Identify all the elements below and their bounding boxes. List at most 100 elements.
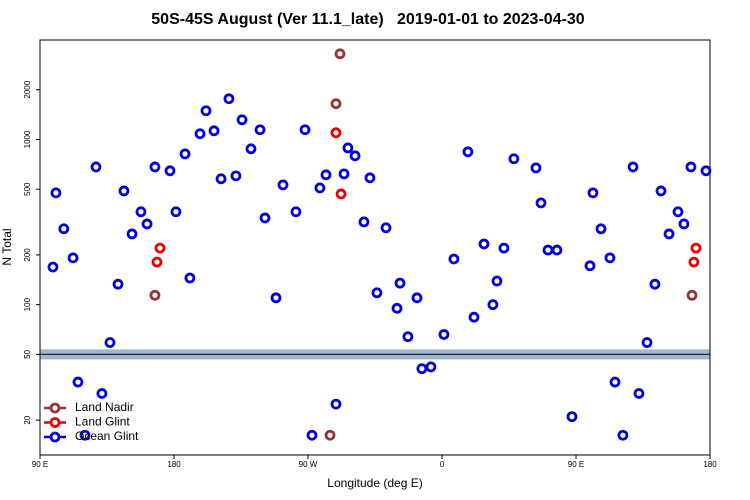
point [184,272,196,284]
y-tick-label: 1000 [23,130,32,148]
point [335,188,347,200]
plot-frame [39,39,711,456]
legend-label: Land Nadir [75,400,134,414]
x-tick-label: 90 E [32,460,48,469]
point [690,242,702,254]
point [277,179,289,191]
point [259,212,271,224]
x-tick-label: 180 [167,460,181,469]
point [688,256,700,268]
point [50,187,62,199]
point [686,289,698,301]
point [498,242,510,254]
point [104,337,116,348]
legend-label: Land Glint [75,415,130,429]
point [47,261,59,273]
point [487,299,499,311]
point [320,169,332,181]
point [672,206,684,218]
point [170,206,182,218]
point [604,252,616,264]
y-tick-label: 20 [23,415,32,424]
y-tick-label: 2000 [23,80,32,98]
point [179,148,191,160]
point [438,329,450,340]
point [330,127,342,139]
x-tick-label: 90 E [568,460,584,469]
point [149,161,161,173]
point [230,170,242,182]
point [349,150,361,162]
point [299,124,311,136]
x-axis-label: Longitude (deg E) [327,476,422,490]
point [617,429,629,441]
point [380,222,392,234]
point [402,331,414,343]
point [530,162,542,174]
point [551,244,563,256]
point [342,142,354,154]
point [90,161,102,173]
y-tick-label: 500 [23,182,32,196]
point [595,223,607,235]
point [96,388,108,399]
point [478,238,490,250]
point [270,292,282,304]
x-tick-label: 0 [440,460,445,469]
point [164,165,176,177]
point [314,182,326,194]
point [462,146,474,158]
y-axis-label: N Total [0,228,14,265]
point [149,289,161,301]
point [587,187,599,199]
point [425,361,437,373]
point [334,48,346,60]
point [678,218,690,230]
point [290,206,302,218]
x-tick-label: 180 [703,460,717,469]
point [358,216,370,228]
point [330,98,342,110]
point [411,292,423,304]
point [542,244,554,256]
point [215,173,227,185]
point [245,143,257,155]
point [491,275,503,287]
point [254,124,266,136]
point [151,256,163,268]
point [627,161,639,173]
x-tick-label: 90 W [299,460,318,469]
point [112,278,124,290]
point [126,228,138,240]
point [448,253,460,265]
point [338,168,350,180]
legend-marker [49,431,61,443]
point [609,376,621,388]
point [649,278,661,290]
y-tick-label: 50 [23,349,32,358]
point [416,363,428,375]
legend-marker [49,417,61,428]
point [685,161,697,173]
point [371,287,383,299]
point [208,125,220,137]
point [663,228,675,240]
point [633,388,645,399]
point [468,311,480,323]
point [194,128,206,140]
point [324,429,336,441]
point [655,185,667,197]
point [364,172,376,184]
point [72,376,84,388]
point [394,277,406,289]
point [700,165,712,177]
point [508,153,520,165]
point [236,114,248,126]
y-tick-label: 200 [23,248,32,262]
point [58,223,70,235]
point [584,260,596,272]
point [330,398,342,410]
point [79,429,91,441]
point [306,429,318,441]
